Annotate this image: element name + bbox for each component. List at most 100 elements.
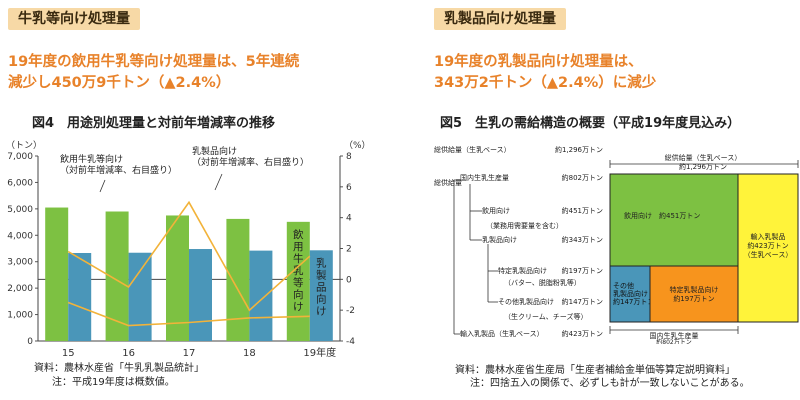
flow-row-value: 約147万トン (562, 297, 603, 306)
flow-row-label: （生クリーム、チーズ等） (504, 312, 587, 321)
flow-row-label: 飲用向け (482, 206, 510, 215)
x-tick-label: 16 (122, 348, 135, 359)
block-other-label1: その他 (613, 281, 634, 290)
bar-label-drinking: け (293, 301, 304, 313)
figure4-chart: （トン） （%） 0 1,000 2,000 3,000 4,000 5,000 6,000 7,… (6, 140, 371, 359)
bar-label-dairy: 品 (316, 281, 327, 293)
flow-row-label: 乳製品向け (482, 235, 517, 244)
bar-label-dairy: 乳 (316, 256, 327, 269)
line-dairy-rate (67, 200, 311, 312)
bar-drinking (166, 215, 189, 341)
bar-dairy (309, 250, 333, 341)
block-other (609, 265, 651, 323)
flow-row-value: 約451万トン (562, 206, 603, 215)
bar-label-dairy: け (316, 305, 327, 317)
y-left-tick-label: 4,000 (7, 231, 33, 241)
block-specific-value: 約197万トン (673, 294, 714, 303)
x-tick-label: 18 (243, 348, 256, 359)
line-drinking-leader (99, 179, 106, 193)
block-specific (649, 265, 739, 323)
diagram-top-label: 総供給量（生乳ベース） (665, 153, 742, 162)
flow-row-label: 国内生乳生産量 (460, 173, 509, 182)
bar-drinking (286, 221, 310, 341)
bar-label-drinking: 乳 (293, 264, 304, 277)
bar-dairy (249, 250, 273, 341)
y-left-tick-label: 3,000 (7, 258, 33, 268)
y-left-tick-label: 0 (27, 337, 33, 347)
headline-dairy-line1: 19年度の乳製品向け処理量は、 (434, 54, 643, 70)
block-import-label: 輸入乳製品 (751, 232, 786, 241)
block-other-label2: 乳製品向け (613, 289, 648, 298)
flow-row-label: その他乳製品向け (498, 297, 554, 306)
bar-dairy (189, 249, 212, 341)
line-drinking-label: （対前年増減率、右目盛り） (60, 164, 177, 176)
flow-row-value: 約1,296万トン (555, 145, 603, 154)
y-left-tick-label: 7,000 (7, 152, 33, 162)
block-specific-label: 特定乳製品向け (670, 285, 719, 294)
y-right-tick-label: 4 (346, 214, 352, 224)
block-import-note: （生乳ベース） (744, 250, 793, 259)
line-drinking-label: 飲用牛乳等向け (60, 153, 123, 165)
x-tick-label: 19年度 (303, 346, 336, 359)
y-right-tick-label: 0 (346, 275, 352, 285)
bar-label-drinking: 飲 (293, 228, 304, 241)
bar-drinking (45, 207, 69, 341)
headline-milk-line1: 19年度の飲用牛乳等向け処理量は、5年連続 (8, 54, 300, 70)
x-tick-label: 15 (62, 348, 75, 359)
figure5-source: 資料：農林水産省生産局「生産者補給金単価等算定説明資料」 (455, 365, 735, 376)
bar-dairy (128, 252, 152, 341)
block-drinking-label: 飲用向け 約451万トン (624, 211, 700, 220)
y-left-tick-label: 2,000 (7, 284, 33, 294)
line-dairy-label: （対前年増減率、右目盛り） (192, 156, 309, 168)
y-right-tick-label: 6 (346, 183, 352, 193)
line-dairy-label: 乳製品向け (192, 145, 237, 157)
block-other-value: 約147万トン (613, 297, 654, 306)
flow-row-value: 約343万トン (562, 235, 603, 244)
headline-dairy-line2: 343万2千トン（▲2.4%）に減少 (434, 75, 657, 91)
line-dairy-leader (214, 173, 223, 191)
diagram-bottom-value: 約802万トン (656, 338, 691, 344)
section-tag-dairy: 乳製品向け処理量 (434, 8, 566, 30)
y-left-tick-label: 5,000 (7, 205, 33, 215)
y-left-tick-label: 6,000 (7, 178, 33, 188)
y-right-tick-label: -2 (346, 306, 355, 316)
flow-row-value: 約802万トン (562, 173, 603, 182)
bar-label-drinking: 用 (293, 241, 304, 253)
block-drinking (609, 173, 739, 267)
bar-label-dairy: 製 (316, 268, 327, 281)
y-left-unit: （トン） (6, 140, 42, 151)
line-drinking-rate (67, 301, 310, 327)
flow-row-label: （バター、脱脂粉乳等） (504, 278, 581, 287)
bar-drinking (105, 211, 129, 341)
headline-milk-line2: 減少し450万9千トン（▲2.4%） (8, 75, 231, 91)
flow-row-label: 特定乳製品向け (498, 266, 547, 275)
bar-drinking (226, 218, 250, 341)
bar-label-drinking: 向 (293, 288, 304, 301)
figure4-source: 資料：農林水産省「牛乳乳製品統計」 (34, 363, 204, 374)
flow-row-label: 総供給量（生乳ベース） (434, 145, 511, 154)
block-import (737, 173, 799, 323)
diagram-bottom-label: 国内生乳生産量 (650, 331, 699, 340)
y-left-tick-label: 1,000 (7, 311, 33, 321)
x-tick-label: 17 (183, 348, 196, 359)
diagram-top-value: 約1,296万トン (679, 162, 727, 171)
figure4-note: 注：平成19年度は概数値。 (52, 377, 175, 388)
y-right-tick-label: 2 (346, 245, 352, 255)
figure5-note: 注：四捨五入の関係で、必ずしも計が一致しないことがある。 (470, 378, 750, 389)
section-tag-milk: 牛乳等向け処理量 (8, 8, 140, 30)
bar-label-drinking: 等 (293, 276, 304, 289)
flow-row-label: （業務用需要量を含む） (486, 221, 563, 230)
bar-dairy (68, 252, 92, 341)
flow-side-label: 総供給量 (434, 178, 462, 187)
figure5-title: 図5 生乳の需給構造の概要（平成19年度見込み） (440, 116, 741, 131)
figure4-title: 図4 用途別処理量と対前年増減率の推移 (32, 116, 276, 131)
y-right-tick-label: -4 (346, 337, 355, 347)
bar-label-drinking: 牛 (293, 252, 304, 265)
block-import-value: 約423万トン (747, 241, 788, 250)
flow-row-value: 約423万トン (562, 329, 603, 338)
bar-label-dairy: 向 (316, 292, 327, 305)
y-right-unit: （%） (344, 140, 371, 151)
flow-row-label: 輸入乳製品（生乳ベース） (460, 329, 544, 338)
y-right-tick-label: 8 (346, 152, 352, 162)
